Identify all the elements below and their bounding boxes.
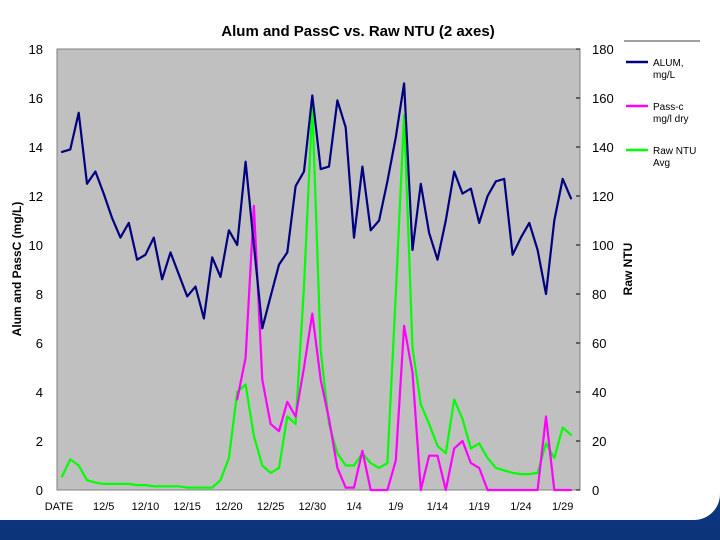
x-tick-label: 12/15	[173, 501, 201, 513]
x-tick-label: DATE	[45, 501, 74, 513]
left-axis-title: Alum and PassC (mg/L)	[10, 202, 24, 337]
right-tick-label: 0	[592, 483, 599, 498]
x-tick-label: 12/5	[93, 501, 114, 513]
right-tick-label: 160	[592, 91, 614, 106]
left-tick-label: 4	[36, 385, 43, 400]
legend-label-line2: mg/L	[653, 70, 676, 81]
legend-label: ALUM,	[653, 58, 684, 69]
right-tick-label: 40	[592, 385, 606, 400]
right-tick-label: 100	[592, 238, 614, 253]
right-tick-label: 180	[592, 42, 614, 57]
right-tick-label: 120	[592, 189, 614, 204]
right-tick-label: 20	[592, 434, 606, 449]
legend-label: Raw NTU	[653, 146, 696, 157]
x-tick-label: 12/25	[257, 501, 285, 513]
left-tick-label: 2	[36, 434, 43, 449]
x-tick-label: 1/9	[388, 501, 403, 513]
left-tick-label: 14	[29, 140, 43, 155]
series-line-alum-mg-l	[60, 82, 573, 330]
x-tick-label: 1/4	[346, 501, 361, 513]
series-line-pass-c-mg-l-dry	[236, 204, 573, 492]
right-axis-title: Raw NTU	[621, 243, 635, 296]
left-tick-label: 12	[29, 189, 43, 204]
right-tick-label: 80	[592, 287, 606, 302]
left-tick-label: 10	[29, 238, 43, 253]
x-tick-label: 1/14	[427, 501, 448, 513]
x-tick-label: 1/19	[469, 501, 490, 513]
right-tick-label: 60	[592, 336, 606, 351]
x-tick-label: 1/29	[552, 501, 573, 513]
x-tick-label: 1/24	[510, 501, 531, 513]
left-tick-label: 16	[29, 91, 43, 106]
series-layer	[60, 82, 573, 492]
legend-label: Pass-c	[653, 102, 684, 113]
left-tick-label: 0	[36, 483, 43, 498]
right-tick-label: 140	[592, 140, 614, 155]
legend-label-line2: mg/l dry	[653, 114, 689, 125]
x-tick-label: 12/20	[215, 501, 243, 513]
left-tick-label: 8	[36, 287, 43, 302]
left-tick-label: 6	[36, 336, 43, 351]
left-axis-ticks: 0 2 4 6 8 10 12 14 16 18	[29, 42, 43, 498]
series-line-raw-ntu-avg	[60, 104, 573, 489]
x-tick-label: 12/30	[299, 501, 327, 513]
chart-title: Alum and PassC vs. Raw NTU (2 axes)	[221, 23, 494, 40]
x-tick-label: 12/10	[132, 501, 160, 513]
x-axis-ticks: DATE 12/5 12/10 12/15 12/20 12/25 12/30 1/4 1/9 1…	[45, 501, 574, 513]
legend-label-line2: Avg	[653, 158, 670, 169]
left-tick-label: 18	[29, 42, 43, 57]
right-axis-ticks: 0 20 40 60 80 100 120 140 160 180	[576, 42, 614, 498]
